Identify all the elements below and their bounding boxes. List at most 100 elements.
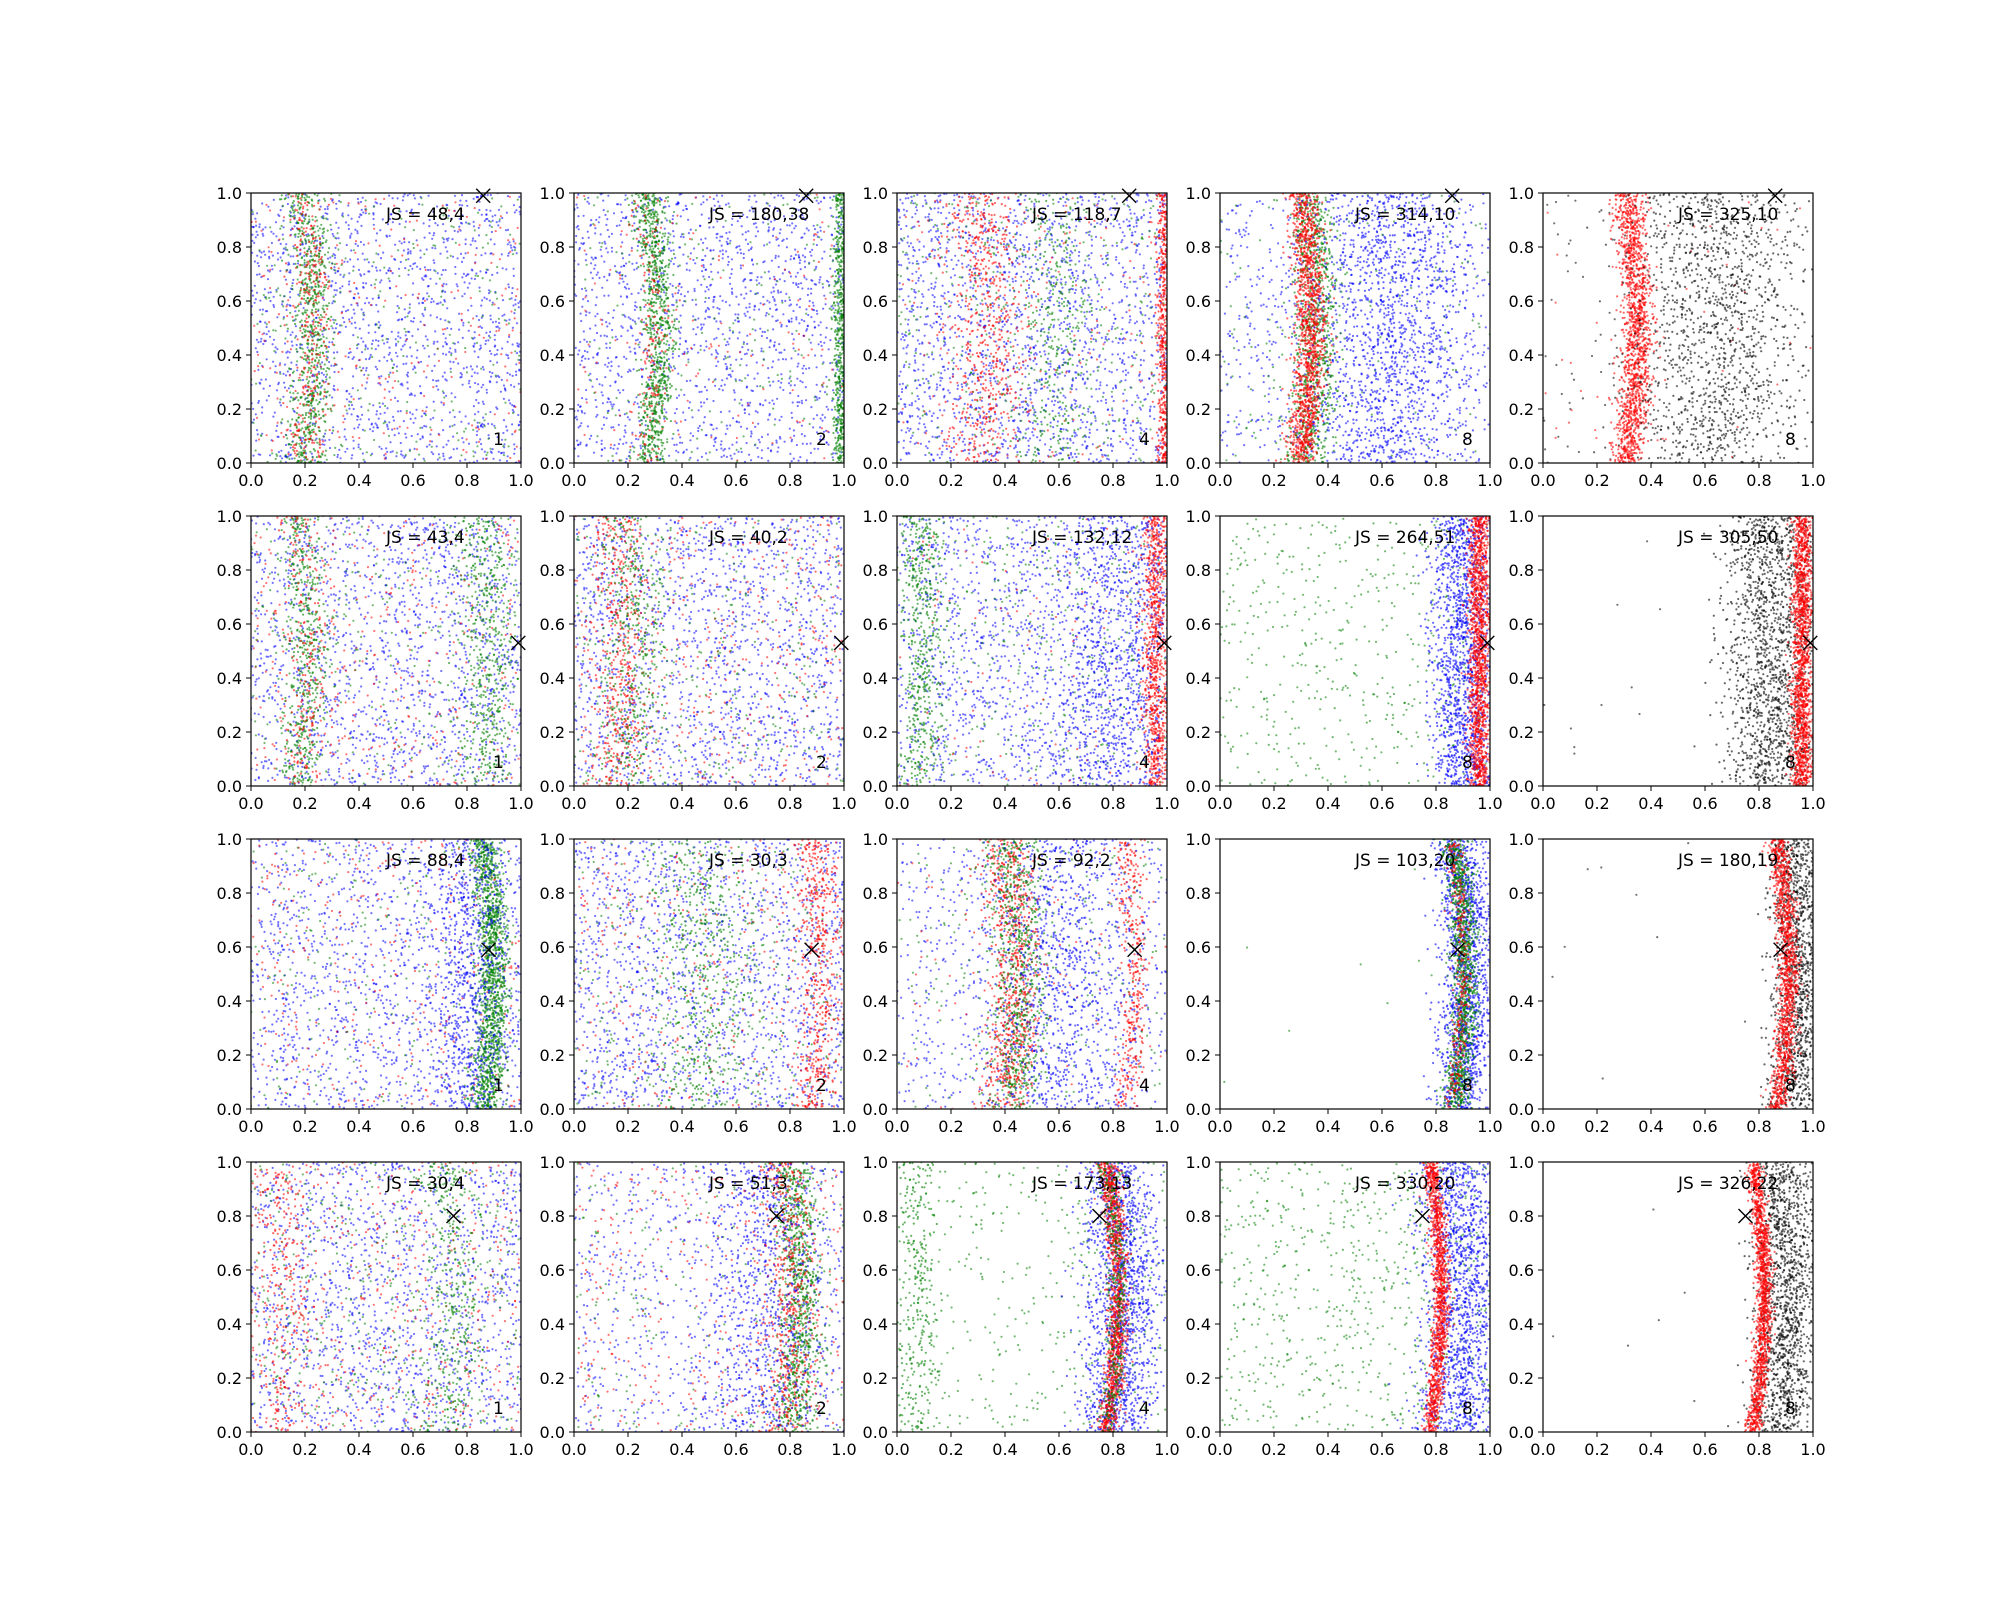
scatter-point [693,288,695,290]
scatter-point [761,436,763,438]
scatter-point [307,303,309,305]
scatter-point [337,333,339,335]
scatter-point [775,440,777,442]
scatter-point [690,347,692,349]
scatter-point [353,309,355,311]
scatter-point [813,418,815,420]
scatter-point [725,357,727,359]
scatter-point [303,442,305,444]
scatter-point [828,285,830,287]
scatter-point [327,305,329,307]
scatter-point [826,393,828,395]
scatter-point [335,294,337,296]
scatter-point [508,286,510,288]
scatter-point [343,274,345,276]
scatter-point [259,300,261,302]
scatter-point [387,270,389,272]
scatter-point [512,412,514,414]
scatter-point [585,253,587,255]
scatter-point [788,321,790,323]
scatter-point [754,306,756,308]
scatter-point [287,370,289,372]
scatter-point [355,240,357,242]
scatter-point [490,376,492,378]
scatter-point [368,418,370,420]
scatter-point [316,225,318,227]
scatter-point [297,212,299,214]
scatter-point [820,418,822,420]
scatter-point [402,345,404,347]
scatter-point [324,388,326,390]
scatter-point [405,339,407,341]
scatter-point [746,386,748,388]
scatter-point [307,355,309,357]
scatter-point [285,454,287,456]
scatter-point [754,339,756,341]
scatter-point [327,206,329,208]
scatter-point [626,283,628,285]
scatter-point [762,386,764,388]
scatter-point [758,308,760,310]
scatter-point [263,250,265,252]
scatter-point [611,329,613,331]
scatter-point [296,396,298,398]
scatter-point [315,250,317,252]
scatter-point [462,337,464,339]
scatter-point [306,426,308,428]
scatter-point [412,368,414,370]
scatter-point [605,343,607,345]
scatter-point [448,351,450,353]
scatter-point [326,355,328,357]
scatter-point [576,418,578,420]
scatter-point [430,314,432,316]
scatter-point [758,439,760,441]
scatter-point [319,208,321,210]
scatter-point [318,430,320,432]
scatter-point [358,444,360,446]
scatter-point [664,317,666,319]
scatter-point [812,302,814,304]
scatter-point [607,460,609,462]
scatter-point [485,340,487,342]
scatter-point [439,457,441,459]
scatter-point [454,416,456,418]
scatter-point [256,212,258,214]
scatter-point [420,257,422,259]
scatter-point [482,401,484,403]
scatter-point [619,274,621,276]
scatter-point [446,327,448,329]
scatter-point [596,332,598,334]
scatter-points [573,192,854,464]
scatter-point [608,236,610,238]
scatter-point [294,310,296,312]
scatter-point [676,299,678,301]
scatter-point [689,258,691,260]
scatter-point [725,368,727,370]
scatter-point [331,302,333,304]
scatter-point [725,232,727,234]
scatter-point [740,448,742,450]
scatter-point [326,403,328,405]
scatter-point [476,441,478,443]
scatter-point [401,242,403,244]
scatter-point [518,196,520,198]
scatter-point [275,346,277,348]
scatter-point [708,297,710,299]
scatter-point [753,378,755,380]
scatter-point [289,425,291,427]
scatter-point [404,316,406,318]
scatter-point [385,447,387,449]
scatter-point [252,211,254,213]
scatter-point [294,424,296,426]
scatter-point [300,379,302,381]
scatter-point [422,298,424,300]
scatter-point [304,279,306,281]
scatter-point [782,313,784,315]
scatter-point [371,265,373,267]
scatter-point [304,393,306,395]
scatter-point [509,457,511,459]
scatter-point [279,228,281,230]
scatter-point [430,418,432,420]
scatter-point [485,214,487,216]
scatter-point [327,390,329,392]
